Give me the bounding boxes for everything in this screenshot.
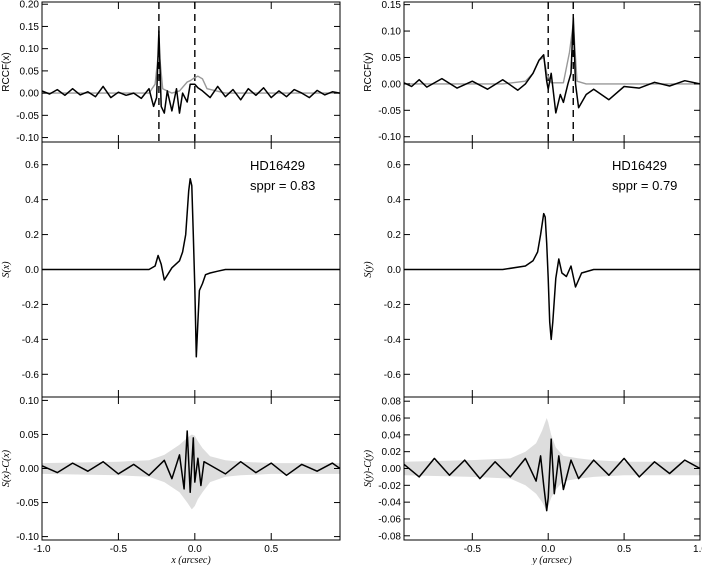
y-tick-label: 0.00 [382,79,402,90]
series-line [404,212,700,341]
y-tick-label: 0.02 [382,447,402,458]
annotation-text: sppr = 0.83 [250,178,315,193]
y-tick-label: 0.20 [20,0,40,11]
y-tick-label: 0.00 [20,464,40,475]
y-tick-label: -0.05 [16,498,39,509]
y-tick-label: 0.2 [387,230,401,241]
x-axis-label: y (arcsec) [531,555,572,565]
annotation-text: sppr = 0.79 [612,178,677,193]
y-axis-label: S(y) [363,261,374,278]
y-tick-label: -0.6 [22,370,40,381]
series-line [404,22,700,85]
y-tick-label: 0.6 [387,160,401,171]
x-axis-label: x (arcsec) [170,555,211,565]
x-tick-label: 1.0 [693,544,702,555]
y-tick-label: 0.10 [20,44,40,55]
series-line [42,177,340,358]
y-tick-label: 0.00 [20,89,40,100]
y-tick-label: -0.08 [378,531,401,542]
y-tick-label: -0.10 [16,532,39,543]
y-axis-label: RCCF(y) [363,52,374,91]
series-line [42,48,340,94]
y-tick-label: -0.4 [22,335,40,346]
x-tick-label: -1.0 [33,544,51,555]
series-line [404,17,700,114]
x-tick-label: 0.0 [188,544,202,555]
y-tick-label: -0.06 [378,514,401,525]
y-tick-label: 0.10 [20,396,40,407]
plot-area [42,430,340,510]
series-line [42,430,340,494]
panel-frame [41,1,341,143]
series-line [42,30,340,114]
y-tick-label: -0.10 [16,133,39,144]
y-tick-label: 0.05 [20,66,40,77]
y-tick-label: 0.04 [382,430,402,441]
y-tick-label: -0.6 [384,370,402,381]
annotation-text: HD16429 [250,158,305,173]
y-axis-label: S(x)-C(x) [1,449,12,487]
series-line [404,438,700,512]
panel-middle-right: 0.6 0.4 0.2 0.0 -0.2 -0.4 -0.6 S(y) HD16429 sppr … [363,141,701,398]
y-tick-label: 0.06 [382,414,402,425]
panel-bottom-right: 0.08 0.06 0.04 0.02 0.00 -0.02 -0.04 -0.06 -0.08… [363,396,702,565]
plot-area [404,212,700,341]
y-tick-label: 0.6 [25,160,39,171]
plot-area [404,418,700,512]
y-axis-label: S(x) [1,261,12,278]
y-tick-label: 0.05 [382,53,402,64]
y-tick-label: 0.15 [382,0,402,11]
panel-top-right: 0.15 0.10 0.05 0.00 -0.05 -0.10 RCCF(y) [363,0,701,143]
y-tick-label: -0.04 [378,498,401,509]
y-tick-label: 0.10 [382,27,402,38]
plot-area [404,2,700,142]
y-axis-label: S(y)-C(y) [363,449,374,487]
y-tick-label: -0.2 [384,300,402,311]
panel-middle-left: 0.6 0.4 0.2 0.0 -0.2 -0.4 -0.6 S(x) HD16429 sppr … [1,141,341,398]
y-tick-label: 0.0 [25,265,39,276]
y-tick-label: 0.4 [387,195,401,206]
annotation-text: HD16429 [612,158,667,173]
panel-bottom-left: 0.10 0.05 0.00 -0.05 -0.10-1.0 -0.5 0.0 0.5 S(x)… [1,396,341,565]
y-tick-label: -0.10 [378,132,401,143]
plot-area [42,2,340,142]
panel-top-left: 0.20 0.15 0.10 0.05 0.00 -0.05 -0.10 RCCF(x) [1,0,341,144]
y-tick-label: 0.08 [382,397,402,408]
y-tick-label: -0.4 [384,335,402,346]
y-tick-label: 0.0 [387,265,401,276]
y-tick-label: -0.05 [378,106,401,117]
y-axis-label: RCCF(x) [1,52,12,91]
y-tick-label: 0.4 [25,195,39,206]
y-tick-label: -0.05 [16,111,39,122]
x-tick-label: 0.5 [264,544,278,555]
x-tick-label: -0.5 [464,544,482,555]
y-tick-label: 0.15 [20,22,40,33]
plot-area [42,177,340,358]
x-tick-label: 0.0 [541,544,555,555]
x-tick-label: -0.5 [110,544,128,555]
y-tick-label: 0.05 [20,430,40,441]
y-tick-label: -0.2 [22,300,40,311]
y-tick-label: 0.2 [25,230,39,241]
x-tick-label: 0.5 [617,544,631,555]
y-tick-label: -0.02 [378,481,401,492]
y-tick-label: 0.00 [382,464,402,475]
panel-frame [403,1,701,143]
